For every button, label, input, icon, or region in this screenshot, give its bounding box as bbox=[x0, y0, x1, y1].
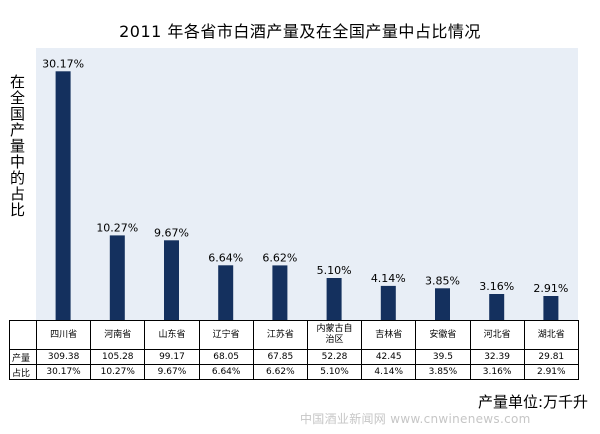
table-cell: 105.28 bbox=[90, 349, 146, 365]
table-cell: 42.45 bbox=[361, 349, 417, 365]
table-cell: 6.62% bbox=[252, 364, 308, 380]
category-label: 内蒙古自 治区 bbox=[306, 320, 363, 350]
data-label-9: 3.16% bbox=[479, 280, 514, 293]
data-table: 四川省 河南省 山东省 辽宁省 江苏省 内蒙古自 治区 吉林省 安徽省 河北省 湖北省产量 309.3… bbox=[9, 320, 579, 380]
bar-2 bbox=[109, 235, 125, 320]
data-label-6: 5.10% bbox=[317, 264, 352, 277]
data-label-2: 10.27% bbox=[96, 221, 138, 234]
bar-7 bbox=[380, 285, 396, 320]
data-label-8: 3.85% bbox=[425, 274, 460, 287]
bar-3 bbox=[164, 240, 179, 320]
y-axis-label: 在全国产量中的占比 bbox=[8, 74, 26, 218]
table-row-header: 产量 bbox=[9, 349, 37, 365]
data-label-3: 9.67% bbox=[154, 226, 189, 239]
category-label-line: 湖北省 bbox=[537, 329, 565, 340]
data-label-7: 4.14% bbox=[371, 272, 406, 285]
bars bbox=[55, 71, 559, 320]
bar-10 bbox=[543, 296, 559, 320]
table-cell: 32.39 bbox=[469, 349, 525, 365]
category-label: 吉林省 bbox=[361, 320, 417, 350]
category-label-line: 四川省 bbox=[50, 329, 78, 340]
category-label: 四川省 bbox=[35, 320, 92, 350]
chart-title: 2011 年各省市白酒产量及在全国产量中占比情况 bbox=[119, 22, 481, 41]
category-label: 湖北省 bbox=[523, 320, 579, 350]
category-label-line: 吉林省 bbox=[375, 329, 403, 340]
bar-6 bbox=[326, 278, 342, 320]
table-cell: 52.28 bbox=[306, 349, 363, 365]
table-category-row: 四川省 河南省 山东省 辽宁省 江苏省 内蒙古自 治区 吉林省 安徽省 河北省 湖北省 bbox=[9, 320, 579, 350]
category-label-line: 辽宁省 bbox=[212, 329, 240, 340]
category-label-line: 安徽省 bbox=[429, 329, 457, 340]
category-label: 河南省 bbox=[90, 320, 146, 350]
table-cell: 29.81 bbox=[523, 349, 579, 365]
data-label-10: 2.91% bbox=[533, 282, 568, 295]
table-cell: 3.85% bbox=[415, 364, 471, 380]
category-label-line: 河北省 bbox=[483, 329, 511, 340]
unit-label: 产量单位:万千升 bbox=[477, 393, 588, 411]
table-cell: 67.85 bbox=[252, 349, 308, 365]
data-label-4: 6.64% bbox=[208, 251, 243, 264]
category-label: 辽宁省 bbox=[198, 320, 254, 350]
bar-8 bbox=[435, 288, 450, 320]
category-label-line: 内蒙古自 bbox=[316, 324, 353, 334]
data-label-1: 30.17% bbox=[42, 57, 84, 70]
table-cell: 4.14% bbox=[361, 364, 417, 380]
table-cell: 3.16% bbox=[469, 364, 525, 380]
data-labels: 30.17% 10.27% 9.67% 6.64% 6.62% 5.10% 4.14% 3.8… bbox=[42, 57, 568, 295]
table-cell: 6.64% bbox=[198, 364, 254, 380]
bar-chart: 30.17% 10.27% 9.67% 6.64% 6.62% 5.10% 4.14% 3.8… bbox=[36, 48, 578, 320]
category-label: 河北省 bbox=[469, 320, 525, 350]
category-label: 安徽省 bbox=[415, 320, 471, 350]
table-cell: 68.05 bbox=[198, 349, 254, 365]
bar-4 bbox=[218, 265, 234, 320]
category-label: 山东省 bbox=[144, 320, 200, 350]
category-label-line: 山东省 bbox=[158, 329, 186, 340]
table-corner-cell bbox=[9, 320, 37, 350]
category-label-line: 河南省 bbox=[104, 329, 132, 340]
category-label: 江苏省 bbox=[252, 320, 308, 350]
bar-1 bbox=[55, 71, 71, 320]
table-cell: 9.67% bbox=[144, 364, 200, 380]
plot-area bbox=[36, 48, 578, 320]
watermark: 中国酒业新闻网 www.cnwinenews.com bbox=[300, 412, 531, 426]
bar-9 bbox=[489, 294, 505, 320]
table-cell: 99.17 bbox=[144, 349, 200, 365]
table-cell: 30.17% bbox=[35, 364, 92, 380]
table-cell: 10.27% bbox=[90, 364, 146, 380]
table-cell: 2.91% bbox=[523, 364, 579, 380]
table-cell: 5.10% bbox=[306, 364, 363, 380]
category-label-line: 江苏省 bbox=[266, 329, 294, 340]
bar-5 bbox=[272, 265, 288, 320]
table-cell: 39.5 bbox=[415, 349, 471, 365]
table-row-header: 占比 bbox=[9, 364, 37, 380]
table-cell: 309.38 bbox=[35, 349, 92, 365]
table-row: 占比 30.17% 10.27% 9.67% 6.64% 6.62% 5.10% 4.14% 3… bbox=[9, 364, 579, 380]
data-label-5: 6.62% bbox=[262, 251, 297, 264]
category-label-line: 治区 bbox=[325, 335, 344, 345]
table-row: 产量 309.38 105.28 99.17 68.05 67.85 52.28 42.45 3… bbox=[9, 349, 579, 365]
